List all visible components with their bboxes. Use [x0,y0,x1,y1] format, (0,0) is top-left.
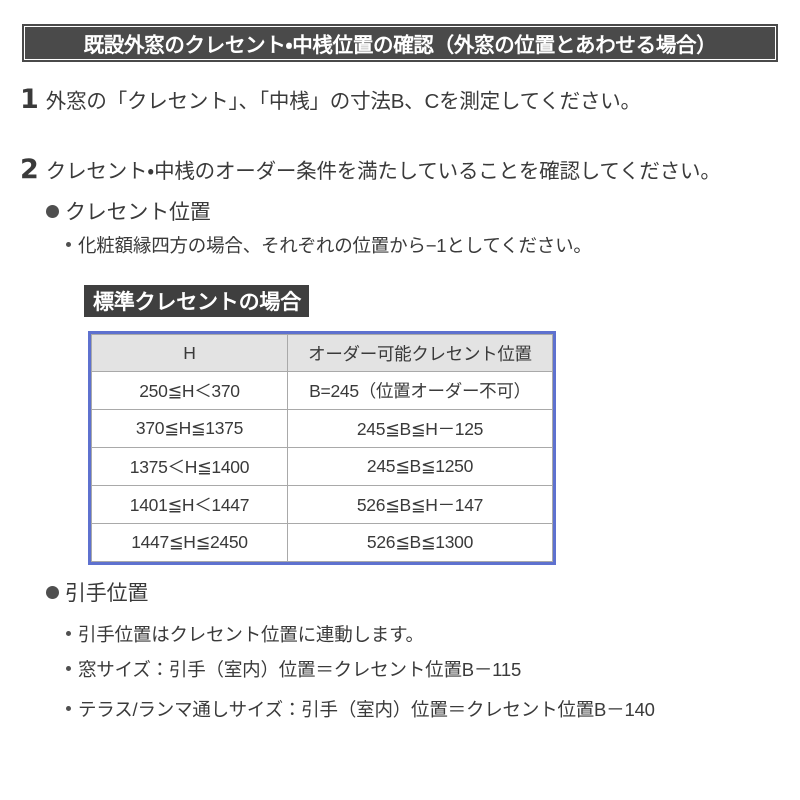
table-row: 1401≦H＜1447 526≦B≦H－147 [91,485,554,524]
cell-h-range: 1401≦H＜1447 [91,485,288,524]
table-caption-text: 標準クレセントの場合 [93,291,301,314]
filled-circle-bullet-icon [46,204,59,218]
cell-position-range: 526≦B≦H－147 [286,485,554,524]
handle-note-1-text: 引手位置はクレセント位置に連動します。 [78,624,424,645]
crescent-note-1-text: 化粧額縁四方の場合、それぞれの位置から−1としてください。 [78,235,592,256]
cell-position-range: 526≦B≦1300 [286,523,554,562]
section-heading-handle-label: 引手位置 [65,582,149,605]
section-heading-crescent-label: クレセント位置 [65,201,211,224]
crescent-spec-table: H オーダー可能クレセント位置 250≦H＜370 B=245（位置オーダー不可… [91,334,554,562]
cell-position-range: B=245（位置オーダー不可） [286,371,554,410]
cell-h-range: 1375＜H≦1400 [91,447,288,486]
table-row: 1447≦H≦2450 526≦B≦1300 [91,523,554,562]
cell-h-range: 250≦H＜370 [91,371,288,410]
cell-position-range: 245≦B≦H－125 [286,409,554,448]
page-title-bar: 既設外窓のクレセント・中桟位置の確認（外窓の位置とあわせる場合） [22,24,778,62]
crescent-spec-table-container: H オーダー可能クレセント位置 250≦H＜370 B=245（位置オーダー不可… [88,331,556,565]
step-1-text: 外窓の「クレセント」、「中桟」の寸法B、Cを測定してください。 [45,90,641,113]
cell-h-range: 370≦H≦1375 [91,409,288,448]
handle-note-3-text: テラス/ランマ通しサイズ：引手（室内）位置＝クレセント位置B－140 [78,699,655,720]
column-header-h: H [91,334,288,372]
filled-circle-bullet-icon [46,585,59,599]
small-dot-bullet-icon [66,666,71,671]
handle-note-2: 窓サイズ：引手（室内）位置＝クレセント位置B－115 [66,656,521,682]
handle-note-2-text: 窓サイズ：引手（室内）位置＝クレセント位置B－115 [78,659,522,680]
table-row: 370≦H≦1375 245≦B≦H－125 [91,409,554,448]
step-1: 1 外窓の「クレセント」、「中桟」の寸法B、Cを測定してください。 [20,86,641,113]
cell-position-range: 245≦B≦1250 [286,447,554,486]
section-heading-handle-position: 引手位置 [46,577,148,607]
table-caption-bar: 標準クレセントの場合 [84,285,309,317]
crescent-note-1: 化粧額縁四方の場合、それぞれの位置から−1としてください。 [66,232,592,258]
small-dot-bullet-icon [66,706,71,711]
step-2: 2 クレセント・中桟のオーダー条件を満たしていることを確認してください。 [20,156,721,183]
page-title-bar-inner: 既設外窓のクレセント・中桟位置の確認（外窓の位置とあわせる場合） [24,26,776,60]
small-dot-bullet-icon [66,242,71,247]
page-title: 既設外窓のクレセント・中桟位置の確認（外窓の位置とあわせる場合） [83,34,717,57]
column-header-orderable-crescent-position: オーダー可能クレセント位置 [286,334,554,372]
step-1-number: 1 [20,84,39,115]
handle-note-1: 引手位置はクレセント位置に連動します。 [66,621,424,647]
section-heading-crescent-position: クレセント位置 [46,196,211,226]
table-row: 1375＜H≦1400 245≦B≦1250 [91,447,554,486]
table-header-row: H オーダー可能クレセント位置 [91,334,554,372]
small-dot-bullet-icon [66,631,71,636]
cell-h-range: 1447≦H≦2450 [91,523,288,562]
step-2-number: 2 [20,154,39,185]
table-row: 250≦H＜370 B=245（位置オーダー不可） [91,371,554,410]
handle-note-3: テラス/ランマ通しサイズ：引手（室内）位置＝クレセント位置B－140 [66,696,655,722]
step-2-text: クレセント・中桟のオーダー条件を満たしていることを確認してください。 [45,160,721,183]
